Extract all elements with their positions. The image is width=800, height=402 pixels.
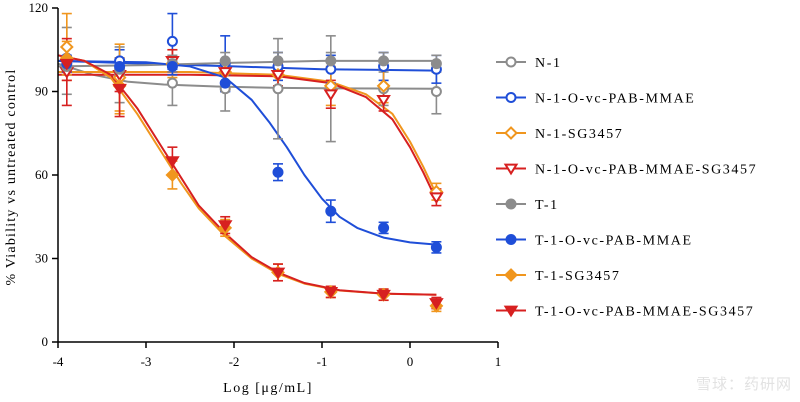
legend-item-0: N-1: [496, 56, 562, 71]
legend-item-6: T-1-SG3457: [496, 268, 621, 284]
data-point: [59, 58, 75, 71]
data-point: [272, 83, 284, 95]
legend-item-7: T-1-O-vc-PAB-MMAE-SG3457: [496, 305, 754, 320]
legend: N-1 N-1-O-vc-PAB-MMAE N-1-SG3457 N-1-O-vc-P…: [496, 56, 757, 320]
legend-item-5: T-1-O-vc-PAB-MMAE: [496, 234, 693, 249]
data-point: [430, 58, 442, 70]
data-point: [270, 69, 286, 82]
data-point: [114, 60, 126, 72]
data-point: [272, 166, 284, 178]
x-tick-label--1: -1: [317, 354, 328, 369]
data-point: [219, 77, 231, 89]
legend-item-4: T-1: [496, 198, 559, 213]
legend-item-1: N-1-O-vc-PAB-MMAE: [496, 92, 695, 107]
data-point: [378, 222, 390, 234]
data-point: [217, 67, 233, 79]
legend-label: T-1-O-vc-PAB-MMAE: [535, 234, 693, 249]
x-tick-label-1: 1: [495, 354, 502, 369]
data-point: [219, 55, 231, 67]
y-axis-label: % Viability vs untreated control: [4, 69, 19, 286]
legend-marker: [505, 198, 517, 210]
y-tick-label-120: 120: [29, 0, 49, 15]
data-point: [325, 55, 337, 67]
data-point: [112, 83, 127, 96]
legend-label: N-1-SG3457: [535, 127, 623, 142]
legend-item-2: N-1-SG3457: [496, 126, 623, 142]
watermark: 雪球：药研网: [695, 375, 792, 393]
axes: 0 30 60 90 120 -4 -3 -2 -1 0 1 Log [μg/mL] % Viabili…: [4, 0, 501, 396]
legend-item-3: N-1-O-vc-PAB-MMAE-SG3457: [496, 163, 757, 178]
data-point: [378, 55, 390, 67]
legend-marker: [505, 234, 517, 245]
data-point: [59, 40, 74, 54]
legend-label: T-1-O-vc-PAB-MMAE-SG3457: [535, 305, 754, 320]
data-point: [376, 95, 391, 107]
y-tick-label-0: 0: [42, 334, 49, 349]
data-point: [166, 35, 178, 47]
data-point: [323, 287, 339, 299]
data-point: [165, 168, 180, 182]
legend-label: N-1-O-vc-PAB-MMAE-SG3457: [535, 163, 757, 178]
fit-curve-5: [57, 59, 437, 246]
fit-curve-3: [58, 73, 438, 201]
legend-label: N-1: [535, 56, 562, 71]
data-point: [165, 156, 180, 168]
data-point: [272, 55, 284, 67]
data-point: [166, 60, 178, 72]
y-tick-label-30: 30: [35, 251, 48, 266]
data-point: [323, 89, 339, 102]
x-tick-label--2: -2: [229, 354, 240, 369]
data-point: [325, 205, 337, 217]
data-point: [429, 298, 444, 310]
y-tick-label-90: 90: [35, 84, 48, 99]
data-point: [166, 77, 178, 89]
x-tick-label--3: -3: [141, 354, 152, 369]
legend-marker: [505, 92, 517, 103]
data-point: [376, 79, 391, 93]
legend-marker: [504, 126, 518, 140]
x-axis-label: Log [μg/mL]: [223, 381, 313, 396]
x-tick-label-0: 0: [407, 354, 414, 369]
legend-label: T-1-SG3457: [535, 269, 621, 284]
legend-label: T-1: [535, 198, 559, 213]
data-point: [270, 267, 286, 280]
legend-marker: [505, 56, 517, 68]
x-tick-label--4: -4: [53, 354, 64, 369]
data-point: [430, 241, 442, 253]
legend-marker: [503, 305, 519, 318]
legend-marker: [503, 163, 519, 176]
data-points: [59, 35, 444, 313]
legend-label: N-1-O-vc-PAB-MMAE: [535, 92, 695, 107]
data-point: [217, 220, 233, 232]
legend-marker: [504, 268, 518, 282]
data-point: [430, 86, 442, 97]
data-point: [376, 289, 391, 302]
y-tick-label-60: 60: [35, 167, 48, 182]
data-point: [429, 192, 444, 205]
